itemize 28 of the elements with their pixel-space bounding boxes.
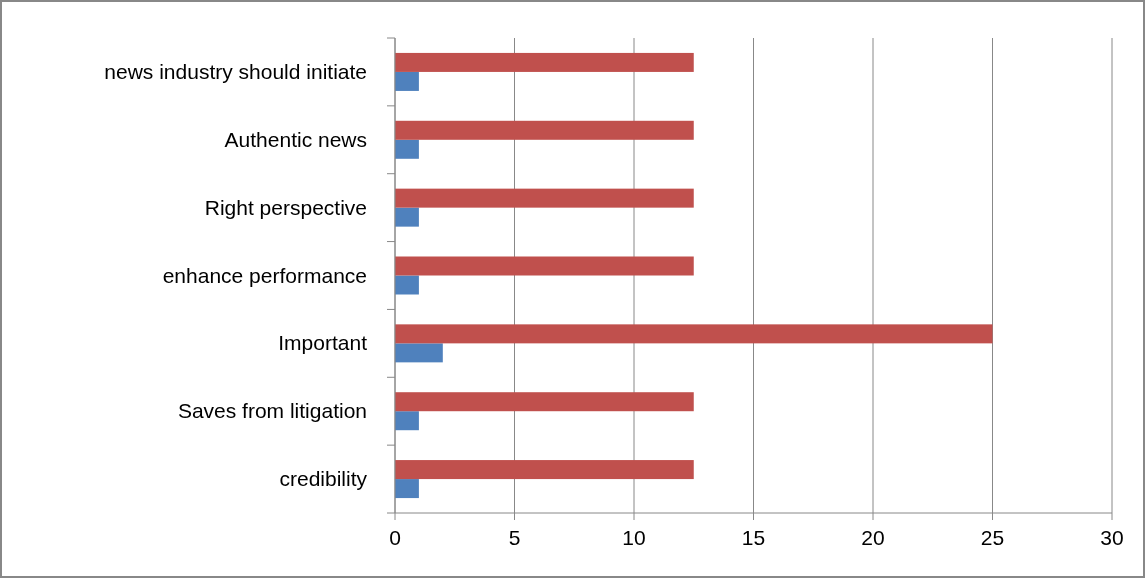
bar [395, 460, 694, 480]
y-tick-label: Right perspective [204, 195, 367, 219]
x-tick-label: 15 [741, 526, 766, 549]
bar [395, 71, 419, 91]
x-tick-label: 30 [1100, 526, 1124, 549]
bar [395, 256, 694, 276]
y-tick-label: Saves from litigation [177, 399, 367, 423]
y-tick-label: credibility [279, 467, 368, 491]
bar [395, 52, 694, 72]
bar [395, 188, 694, 208]
y-tick-label: Important [278, 331, 368, 355]
bar [395, 275, 419, 295]
x-tick-label: 0 [389, 526, 401, 549]
y-tick-label: Authentic news [224, 127, 367, 151]
bar [395, 343, 443, 363]
x-tick-label: 25 [980, 526, 1005, 549]
bar [395, 479, 419, 499]
x-tick-label: 20 [861, 526, 885, 549]
y-tick-label: enhance performance [162, 263, 367, 287]
bar [395, 207, 419, 227]
y-tick-label: news industry should initiate [104, 59, 367, 83]
bar [395, 139, 419, 159]
bar [395, 120, 694, 140]
x-tick-label: 10 [622, 526, 646, 549]
bar [395, 392, 694, 412]
x-tick-label: 5 [508, 526, 521, 549]
bar [395, 411, 419, 431]
bar [395, 324, 993, 344]
